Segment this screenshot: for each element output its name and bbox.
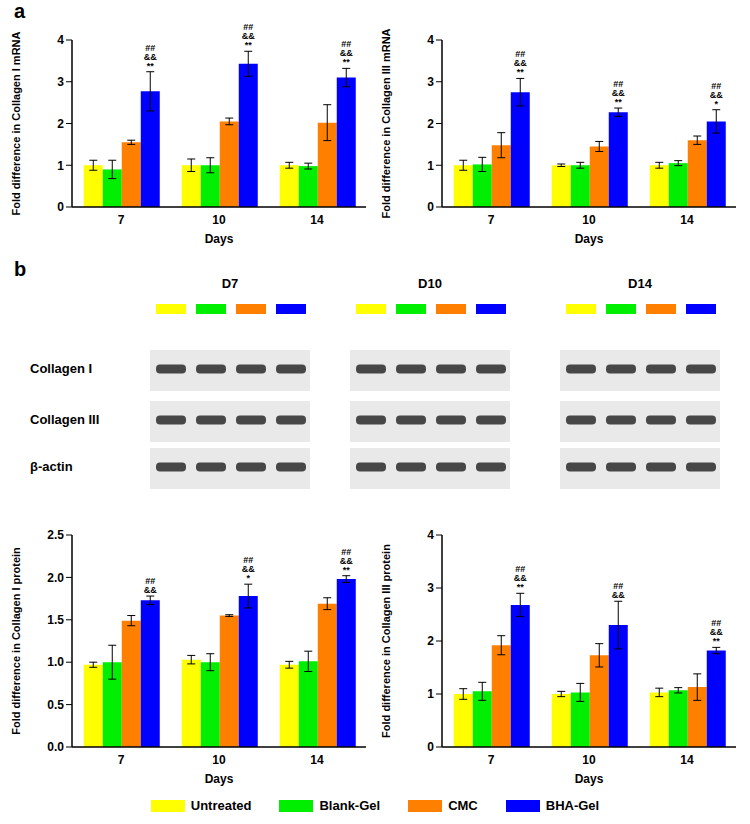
svg-text:**: **	[343, 57, 351, 67]
svg-text:**: **	[615, 97, 623, 107]
svg-text:7: 7	[118, 213, 125, 227]
svg-text:10: 10	[212, 753, 226, 767]
svg-text:Collagen III: Collagen III	[30, 412, 99, 427]
svg-text:**: **	[245, 40, 253, 50]
svg-text:Days: Days	[575, 232, 604, 246]
html-text:CMC: CMC	[448, 798, 478, 813]
svg-text:1.5: 1.5	[47, 613, 64, 627]
svg-text:0.0: 0.0	[47, 740, 64, 754]
svg-text:Days: Days	[205, 232, 234, 246]
svg-text:14: 14	[680, 213, 694, 227]
svg-text:0: 0	[427, 740, 434, 754]
svg-text:Fold difference in Collagen I: Fold difference in Collagen I mRNA	[10, 31, 22, 215]
svg-text:0: 0	[427, 200, 434, 214]
svg-text:10: 10	[582, 213, 596, 227]
svg-text:**: **	[713, 636, 721, 646]
svg-text:Days: Days	[205, 772, 234, 786]
svg-text:1.0: 1.0	[47, 655, 64, 669]
html-text:b: b	[14, 258, 27, 280]
svg-text:4: 4	[427, 33, 434, 47]
svg-text:D7: D7	[222, 276, 239, 291]
svg-text:7: 7	[488, 213, 495, 227]
svg-text:14: 14	[310, 753, 324, 767]
svg-text:*: *	[247, 573, 251, 583]
svg-text:1: 1	[427, 159, 434, 173]
svg-text:**: **	[147, 61, 155, 71]
svg-text:Collagen I: Collagen I	[30, 361, 92, 376]
svg-text:2: 2	[427, 117, 434, 131]
svg-text:0.5: 0.5	[47, 698, 64, 712]
svg-text:Fold difference in Collagen II: Fold difference in Collagen III protein	[380, 544, 392, 738]
svg-text:7: 7	[488, 753, 495, 767]
html-text:Blank-Gel: Blank-Gel	[319, 798, 381, 813]
svg-text:Fold difference in Collagen I: Fold difference in Collagen I protein	[10, 547, 22, 735]
svg-text:D10: D10	[418, 276, 442, 291]
svg-text:7: 7	[118, 753, 125, 767]
svg-text:D14: D14	[628, 276, 653, 291]
svg-text:3: 3	[427, 75, 434, 89]
svg-text:&&: &&	[612, 590, 625, 600]
svg-text:Days: Days	[575, 772, 604, 786]
html-text:BHA-Gel: BHA-Gel	[545, 798, 600, 813]
svg-text:**: **	[517, 582, 525, 592]
html-text:Untreated: Untreated	[190, 798, 252, 813]
svg-text:4: 4	[427, 528, 434, 542]
html-text:a: a	[14, 0, 26, 22]
svg-text:&&: &&	[144, 585, 157, 595]
svg-text:2: 2	[57, 117, 64, 131]
svg-text:1: 1	[427, 687, 434, 701]
svg-text:14: 14	[310, 213, 324, 227]
svg-text:2.5: 2.5	[47, 528, 64, 542]
svg-text:4: 4	[57, 33, 64, 47]
svg-text:10: 10	[212, 213, 226, 227]
svg-text:β-actin: β-actin	[30, 459, 73, 474]
svg-text:2: 2	[427, 634, 434, 648]
svg-text:**: **	[343, 565, 351, 575]
svg-text:3: 3	[427, 581, 434, 595]
svg-text:10: 10	[582, 753, 596, 767]
svg-text:1: 1	[57, 159, 64, 173]
svg-text:0: 0	[57, 200, 64, 214]
svg-text:Fold difference in Collagen II: Fold difference in Collagen III mRNA	[380, 28, 392, 218]
svg-text:14: 14	[680, 753, 694, 767]
svg-text:**: **	[517, 67, 525, 77]
svg-text:3: 3	[57, 75, 64, 89]
svg-text:2.0: 2.0	[47, 571, 64, 585]
svg-text:*: *	[715, 99, 719, 109]
